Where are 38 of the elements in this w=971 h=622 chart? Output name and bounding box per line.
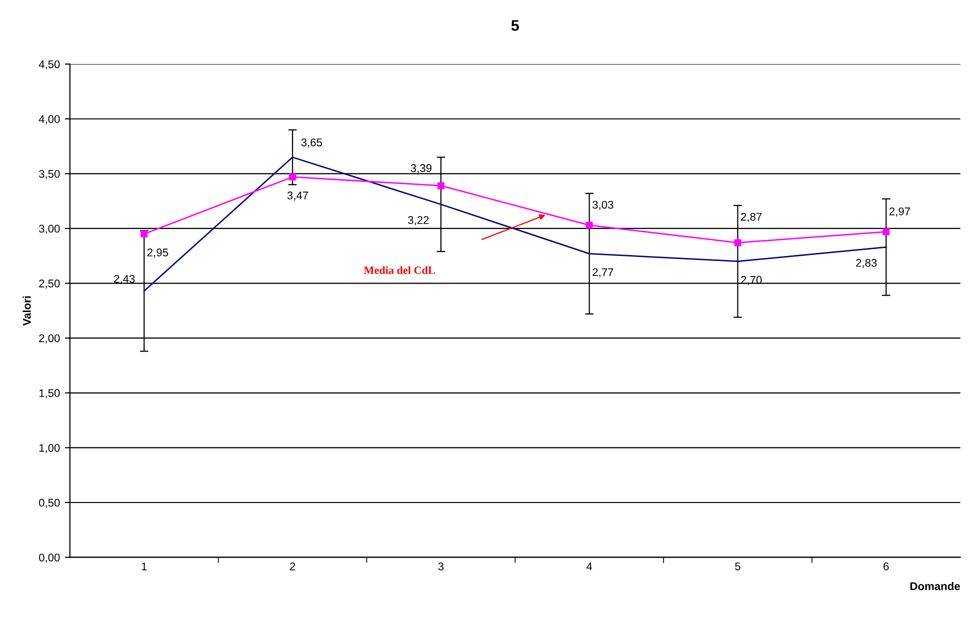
x-tick-label: 6: [884, 562, 889, 570]
x-tick-label: 5: [735, 562, 740, 570]
data-label: 2,95: [147, 248, 168, 258]
x-tick-label: 2: [290, 562, 296, 570]
y-tick-label: 0,00: [39, 554, 60, 563]
x-tick-label: 3: [438, 562, 444, 570]
line-series: [143, 156, 887, 292]
point: [586, 222, 593, 229]
y-tick-label: 3,50: [38, 170, 60, 180]
y-tick-label: 0,50: [39, 498, 60, 508]
y-tick-label: 4,00: [38, 115, 60, 124]
y-tick-label: 3,00: [38, 224, 60, 234]
point: [289, 173, 296, 180]
data-label: 3,39: [410, 164, 432, 174]
x-tick-label: 1: [142, 562, 147, 570]
data-label: 3,22: [408, 216, 429, 226]
data-label: 2,43: [114, 274, 135, 284]
data-label: 3,47: [287, 192, 308, 201]
point: [437, 182, 444, 190]
data-label: 2,77: [592, 268, 614, 278]
y-tick-label: 1,50: [39, 389, 60, 398]
data-label: 2,83: [856, 258, 877, 268]
data-label: 2,97: [889, 207, 910, 217]
point: [882, 228, 890, 236]
chart-title: 5: [511, 20, 519, 31]
data-label: 3,65: [301, 138, 322, 148]
point: [140, 230, 148, 238]
y-axis-title: Valori: [22, 296, 31, 326]
y-tick-label: 2,00: [39, 334, 60, 344]
point: [734, 239, 742, 246]
x-axis-title: Domande: [910, 582, 960, 590]
annotation: Media del CdL: [364, 266, 435, 274]
data-label: 2,87: [741, 212, 762, 222]
y-tick-label: 1,00: [39, 444, 60, 454]
y-tick-label: 2,50: [39, 280, 60, 289]
x-tick-label: 4: [586, 562, 592, 570]
y-tick-label: 4,50: [38, 60, 60, 70]
data-label: 3,03: [592, 200, 614, 210]
